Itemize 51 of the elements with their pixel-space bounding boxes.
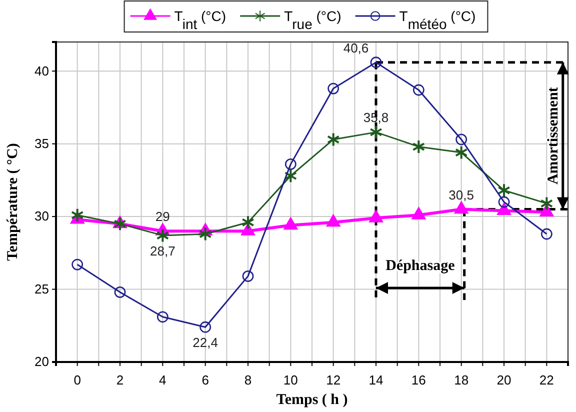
x-tick-label: 6	[202, 372, 209, 388]
point	[242, 270, 254, 282]
point	[70, 208, 84, 222]
x-tick-label: 4	[159, 372, 166, 388]
point	[412, 139, 426, 154]
point	[412, 84, 424, 96]
x-tick-label: 20	[496, 372, 512, 388]
point	[72, 258, 84, 270]
point	[498, 183, 510, 198]
point	[326, 132, 340, 147]
data-label: 28,7	[150, 243, 176, 258]
point	[284, 168, 298, 184]
data-label: 35,8	[363, 110, 389, 126]
data-label: 30,5	[448, 187, 474, 202]
y-tick-label: 30	[34, 208, 49, 224]
data-label: 22,4	[192, 335, 218, 350]
y-tick-label: 20	[34, 354, 49, 370]
point	[198, 226, 212, 242]
annotation: Amortissement	[545, 87, 562, 185]
y-tick-label: 35	[34, 136, 49, 151]
x-tick-label: 2	[116, 372, 124, 388]
y-axis-title: Température ( °C)	[5, 143, 21, 261]
point	[284, 158, 296, 170]
point	[456, 134, 468, 146]
point	[114, 286, 126, 298]
x-axis-title: Temps ( h )	[276, 392, 348, 408]
point	[200, 321, 212, 333]
point	[370, 56, 382, 68]
y-tick-label: 40	[34, 63, 49, 78]
x-tick-label: 12	[326, 372, 341, 388]
x-tick-label: 8	[244, 372, 252, 388]
point	[540, 228, 552, 240]
point	[370, 124, 382, 140]
x-tick-label: 0	[74, 372, 81, 388]
x-tick-label: 18	[454, 372, 469, 388]
x-tick-label: 14	[368, 372, 384, 388]
point	[328, 82, 340, 94]
point	[242, 215, 254, 230]
data-label: 29	[155, 209, 170, 224]
point	[114, 216, 126, 232]
data-label: 40,6	[343, 40, 369, 56]
point	[540, 196, 554, 211]
x-tick-label: 16	[411, 372, 426, 388]
point	[454, 145, 468, 160]
y-tick-label: 25	[34, 281, 49, 296]
point	[156, 311, 168, 323]
point	[498, 196, 510, 208]
annotation: Déphasage	[386, 258, 456, 274]
x-tick-label: 22	[539, 372, 554, 388]
point	[156, 228, 170, 243]
x-tick-label: 10	[283, 372, 298, 388]
